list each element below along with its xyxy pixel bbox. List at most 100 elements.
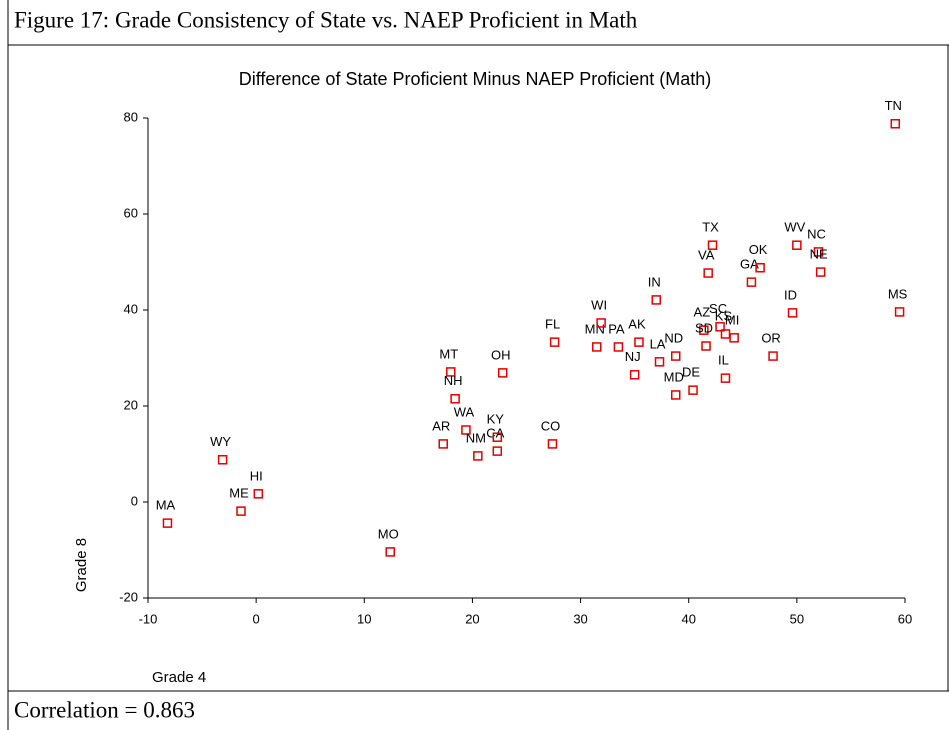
point-label: ID <box>784 287 797 302</box>
point <box>755 263 765 273</box>
point-label: DE <box>682 365 700 380</box>
x-tick-label: 50 <box>790 611 804 626</box>
point-label: OK <box>749 242 768 257</box>
point-label: MN <box>585 321 605 336</box>
point <box>236 506 246 516</box>
footer: Correlation = 0.863 <box>14 697 195 722</box>
point-label: SC <box>709 301 727 316</box>
x-tick-label: 0 <box>253 611 260 626</box>
y-tick-label: 20 <box>124 397 138 412</box>
point <box>792 240 802 250</box>
point-label: IN <box>648 274 661 289</box>
point-label: AK <box>628 317 646 332</box>
point <box>473 451 483 461</box>
point-label: NC <box>807 226 826 241</box>
point-label: TN <box>885 98 902 113</box>
point <box>634 337 644 347</box>
x-tick-label: 40 <box>681 611 695 626</box>
x-axis-label: Grade 4 <box>152 669 206 686</box>
point <box>629 370 640 380</box>
point <box>385 547 395 557</box>
point <box>670 351 681 361</box>
point <box>701 341 711 351</box>
point-label: MI <box>725 312 739 327</box>
point <box>746 277 757 287</box>
point-label: NH <box>444 373 463 388</box>
point <box>720 373 731 383</box>
point-label: NE <box>810 247 828 262</box>
chart-title: Difference of State Proficient Minus NAE… <box>239 69 712 89</box>
point <box>446 367 456 377</box>
point <box>450 394 460 404</box>
point <box>613 342 624 352</box>
y-axis-label: Grade 8 <box>73 538 90 592</box>
point-label: MT <box>439 346 458 361</box>
point-label: NM <box>466 430 486 445</box>
point-label: AR <box>432 418 450 433</box>
point-label: HI <box>250 468 263 483</box>
point <box>492 432 503 442</box>
point-label: WI <box>591 297 607 312</box>
x-tick-label: 10 <box>357 611 371 626</box>
point-label: KS <box>715 308 733 323</box>
point-label: PA <box>608 321 625 336</box>
point <box>217 455 228 465</box>
point <box>688 385 698 395</box>
point-label: WA <box>454 404 475 419</box>
point <box>787 308 798 318</box>
point <box>670 390 681 400</box>
point-label: VA <box>698 247 715 262</box>
point-label: GA <box>740 257 759 272</box>
point <box>894 307 905 317</box>
point <box>596 318 606 328</box>
point <box>253 489 264 499</box>
point <box>813 247 824 257</box>
point-label: MA <box>156 498 176 513</box>
point-label: IL <box>718 353 729 368</box>
point <box>547 439 558 449</box>
y-tick-label: 40 <box>124 301 138 316</box>
point <box>768 351 778 361</box>
x-tick-label: 30 <box>573 611 587 626</box>
point-label: OH <box>491 347 511 362</box>
point <box>815 267 826 277</box>
point-label: LA <box>650 336 666 351</box>
point-label: MO <box>378 526 399 541</box>
point-label: TX <box>702 220 719 235</box>
point <box>162 518 173 528</box>
point-label: MD <box>664 369 684 384</box>
point-label: OR <box>761 331 781 346</box>
point <box>549 337 560 347</box>
y-tick-label: 80 <box>124 109 138 124</box>
x-tick-label: 20 <box>465 611 479 626</box>
point-label: NJ <box>625 349 641 364</box>
point-label: MS <box>888 286 908 301</box>
point <box>699 325 709 335</box>
point <box>654 357 665 367</box>
point <box>497 368 508 378</box>
point-label: ME <box>229 486 249 501</box>
point-label: WV <box>784 220 805 235</box>
point <box>715 322 725 332</box>
point-label: KY <box>487 412 505 427</box>
point-label: FL <box>545 317 560 332</box>
point <box>651 295 662 305</box>
y-tick-label: -20 <box>119 589 138 604</box>
x-tick-label: 60 <box>898 611 912 626</box>
point <box>890 119 901 129</box>
point <box>592 342 602 352</box>
x-tick-label: -10 <box>139 611 158 626</box>
point <box>703 268 713 278</box>
figure-caption: Figure 17: Grade Consistency of State vs… <box>14 7 638 32</box>
point <box>438 439 448 449</box>
y-tick-label: 0 <box>131 493 138 508</box>
point <box>492 446 503 456</box>
point-label: CO <box>541 418 561 433</box>
point-label: ND <box>664 331 683 346</box>
point <box>707 240 718 250</box>
point-label: AZ <box>694 305 711 320</box>
point-label: SD <box>695 320 713 335</box>
point <box>729 333 739 343</box>
